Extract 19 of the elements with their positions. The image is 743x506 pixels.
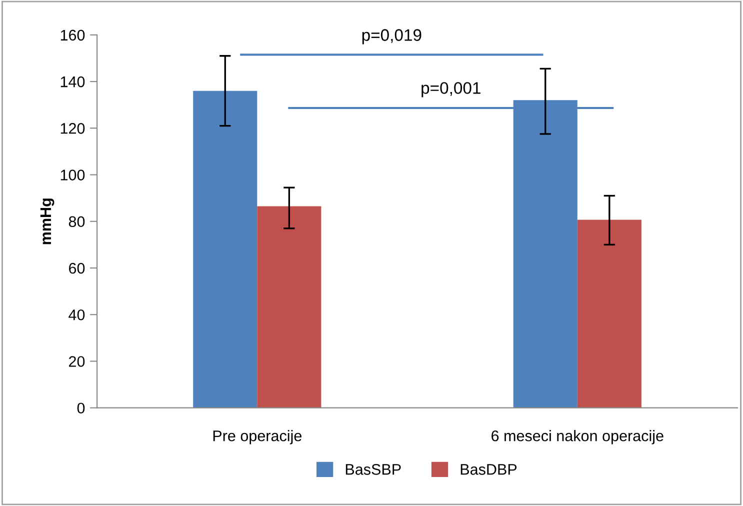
y-tick-label: 100 [60, 170, 85, 180]
bar [193, 90, 258, 408]
y-tick-label: 0 [77, 402, 85, 414]
legend-label: BasSBP [346, 464, 401, 475]
y-tick-label: 60 [69, 262, 85, 274]
bar [577, 220, 642, 408]
y-tick-label: 20 [69, 356, 85, 367]
y-axis-title: mmHg [40, 198, 54, 244]
y-tick-label: 140 [60, 76, 85, 88]
annotation: p=0,019 [362, 29, 422, 44]
y-tick-label: 160 [60, 30, 85, 41]
y-tick-label: 120 [60, 123, 85, 134]
y-tick-label: 40 [68, 309, 85, 320]
x-tick-label: Pre operacije [213, 430, 302, 444]
annotation: p=0,001 [422, 82, 480, 98]
bar [257, 206, 322, 408]
x-tick-label: 6 meseci nakon operacije [492, 430, 664, 444]
y-tick-label: 80 [68, 216, 85, 228]
legend-label: BasDBP [460, 464, 517, 475]
